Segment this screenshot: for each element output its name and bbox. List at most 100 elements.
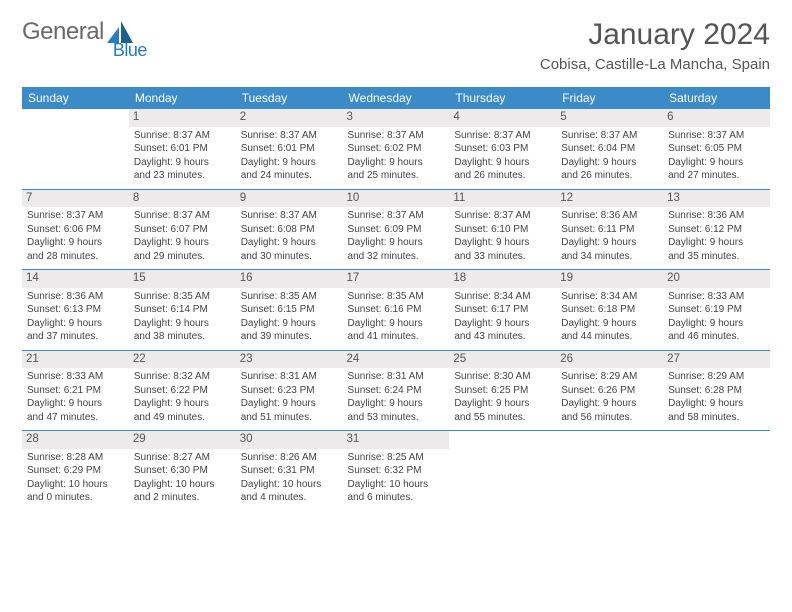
day-info-line: and 56 minutes. [561, 411, 658, 425]
weekday-header: Friday [556, 87, 663, 109]
calendar-day-cell: 17Sunrise: 8:35 AMSunset: 6:16 PMDayligh… [343, 270, 450, 351]
day-info-line: Sunrise: 8:37 AM [134, 209, 231, 223]
day-info-line: and 51 minutes. [241, 411, 338, 425]
day-info-line: and 49 minutes. [134, 411, 231, 425]
calendar-day-cell [449, 431, 556, 511]
day-info-line: Sunrise: 8:35 AM [348, 290, 445, 304]
day-info-line: Sunset: 6:17 PM [454, 303, 551, 317]
day-info-line: Sunrise: 8:35 AM [134, 290, 231, 304]
calendar-day-cell: 18Sunrise: 8:34 AMSunset: 6:17 PMDayligh… [449, 270, 556, 351]
day-info-line: Daylight: 9 hours [561, 236, 658, 250]
day-info-line: and 38 minutes. [134, 330, 231, 344]
day-info-line: and 27 minutes. [668, 169, 765, 183]
day-number: 27 [663, 351, 770, 369]
calendar-week-row: 7Sunrise: 8:37 AMSunset: 6:06 PMDaylight… [22, 189, 770, 270]
day-info-line: Daylight: 9 hours [241, 236, 338, 250]
day-info-line: Daylight: 9 hours [241, 397, 338, 411]
calendar-day-cell: 10Sunrise: 8:37 AMSunset: 6:09 PMDayligh… [343, 189, 450, 270]
day-info-line: Sunset: 6:04 PM [561, 142, 658, 156]
month-title: January 2024 [540, 18, 770, 52]
day-number: 20 [663, 270, 770, 288]
calendar-day-cell: 15 Sunrise: 8:35 AMSunset: 6:14 PMDayligh… [129, 270, 236, 351]
day-info-line: Daylight: 9 hours [454, 397, 551, 411]
day-number: 30 [236, 431, 343, 449]
calendar-day-cell: 28Sunrise: 8:28 AMSunset: 6:29 PMDayligh… [22, 431, 129, 511]
day-info-line: Daylight: 9 hours [27, 317, 124, 331]
day-number: 2 [236, 109, 343, 127]
day-info-line: Sunset: 6:32 PM [348, 464, 445, 478]
day-info-line: Daylight: 9 hours [348, 236, 445, 250]
calendar-day-cell: 13Sunrise: 8:36 AMSunset: 6:12 PMDayligh… [663, 189, 770, 270]
day-info-line: Sunset: 6:18 PM [561, 303, 658, 317]
day-number: 22 [129, 351, 236, 369]
day-info-line: Sunrise: 8:37 AM [561, 129, 658, 143]
day-info-line: Sunrise: 8:29 AM [561, 370, 658, 384]
day-number: 4 [449, 109, 556, 127]
day-info-line: Sunset: 6:25 PM [454, 384, 551, 398]
day-info-line: Daylight: 9 hours [134, 317, 231, 331]
day-info-line: Sunset: 6:19 PM [668, 303, 765, 317]
calendar-day-cell: 1Sunrise: 8:37 AMSunset: 6:01 PMDaylight… [129, 109, 236, 189]
day-info-line: and 0 minutes. [27, 491, 124, 505]
day-info-line: and 35 minutes. [668, 250, 765, 264]
day-info-line: Daylight: 9 hours [668, 156, 765, 170]
calendar-day-cell: 8Sunrise: 8:37 AMSunset: 6:07 PMDaylight… [129, 189, 236, 270]
day-info-line: Sunset: 6:14 PM [134, 303, 231, 317]
calendar-day-cell: 19Sunrise: 8:34 AMSunset: 6:18 PMDayligh… [556, 270, 663, 351]
day-info-line: Sunrise: 8:37 AM [241, 129, 338, 143]
day-info-line: Sunrise: 8:37 AM [241, 209, 338, 223]
day-info-line: Sunrise: 8:37 AM [454, 209, 551, 223]
weekday-header: Tuesday [236, 87, 343, 109]
location: Cobisa, Castille-La Mancha, Spain [540, 56, 770, 73]
day-info-line: and 44 minutes. [561, 330, 658, 344]
day-info-line: Sunrise: 8:37 AM [348, 129, 445, 143]
day-info-line: and 32 minutes. [348, 250, 445, 264]
day-number: 31 [343, 431, 450, 449]
day-info-line: Daylight: 10 hours [134, 478, 231, 492]
day-info-line: Daylight: 10 hours [27, 478, 124, 492]
day-info-line: Sunset: 6:12 PM [668, 223, 765, 237]
calendar-day-cell: 5Sunrise: 8:37 AMSunset: 6:04 PMDaylight… [556, 109, 663, 189]
day-info-line: Sunset: 6:28 PM [668, 384, 765, 398]
calendar-day-cell: 14Sunrise: 8:36 AMSunset: 6:13 PMDayligh… [22, 270, 129, 351]
calendar-day-cell: 20Sunrise: 8:33 AMSunset: 6:19 PMDayligh… [663, 270, 770, 351]
calendar-week-row: 21Sunrise: 8:33 AMSunset: 6:21 PMDayligh… [22, 350, 770, 431]
calendar-day-cell: 25Sunrise: 8:30 AMSunset: 6:25 PMDayligh… [449, 350, 556, 431]
day-info-line: Sunrise: 8:37 AM [134, 129, 231, 143]
day-info-line: Daylight: 9 hours [454, 156, 551, 170]
calendar-day-cell [556, 431, 663, 511]
calendar-day-cell: 26Sunrise: 8:29 AMSunset: 6:26 PMDayligh… [556, 350, 663, 431]
day-info-line: Sunrise: 8:37 AM [27, 209, 124, 223]
day-info-line: and 53 minutes. [348, 411, 445, 425]
day-info-line: Daylight: 9 hours [134, 156, 231, 170]
day-info-line: and 26 minutes. [561, 169, 658, 183]
calendar-day-cell: 30Sunrise: 8:26 AMSunset: 6:31 PMDayligh… [236, 431, 343, 511]
day-info-line: Sunset: 6:02 PM [348, 142, 445, 156]
day-number: 7 [22, 190, 129, 208]
day-info-line: Sunset: 6:11 PM [561, 223, 658, 237]
day-info-line: Daylight: 9 hours [668, 236, 765, 250]
day-info-line: and 46 minutes. [668, 330, 765, 344]
day-info-line: Sunset: 6:01 PM [241, 142, 338, 156]
day-info-line: Sunset: 6:13 PM [27, 303, 124, 317]
day-number: 11 [449, 190, 556, 208]
day-number: 23 [236, 351, 343, 369]
day-info-line: Sunset: 6:03 PM [454, 142, 551, 156]
day-info-line: and 24 minutes. [241, 169, 338, 183]
day-info-line: Sunset: 6:08 PM [241, 223, 338, 237]
calendar-day-cell: 27Sunrise: 8:29 AMSunset: 6:28 PMDayligh… [663, 350, 770, 431]
day-number: 19 [556, 270, 663, 288]
day-info-line: Sunset: 6:29 PM [27, 464, 124, 478]
day-info-line: and 47 minutes. [27, 411, 124, 425]
day-info-line: Sunset: 6:23 PM [241, 384, 338, 398]
day-info-line: and 26 minutes. [454, 169, 551, 183]
day-info-line: Daylight: 9 hours [241, 317, 338, 331]
day-info-line: and 43 minutes. [454, 330, 551, 344]
calendar-body: 1Sunrise: 8:37 AMSunset: 6:01 PMDaylight… [22, 109, 770, 511]
calendar-day-cell: 12Sunrise: 8:36 AMSunset: 6:11 PMDayligh… [556, 189, 663, 270]
day-number [556, 431, 663, 449]
day-number: 15 [129, 270, 236, 288]
day-info-line: Sunset: 6:30 PM [134, 464, 231, 478]
calendar-day-cell: 6Sunrise: 8:37 AMSunset: 6:05 PMDaylight… [663, 109, 770, 189]
day-info-line: Daylight: 9 hours [561, 156, 658, 170]
